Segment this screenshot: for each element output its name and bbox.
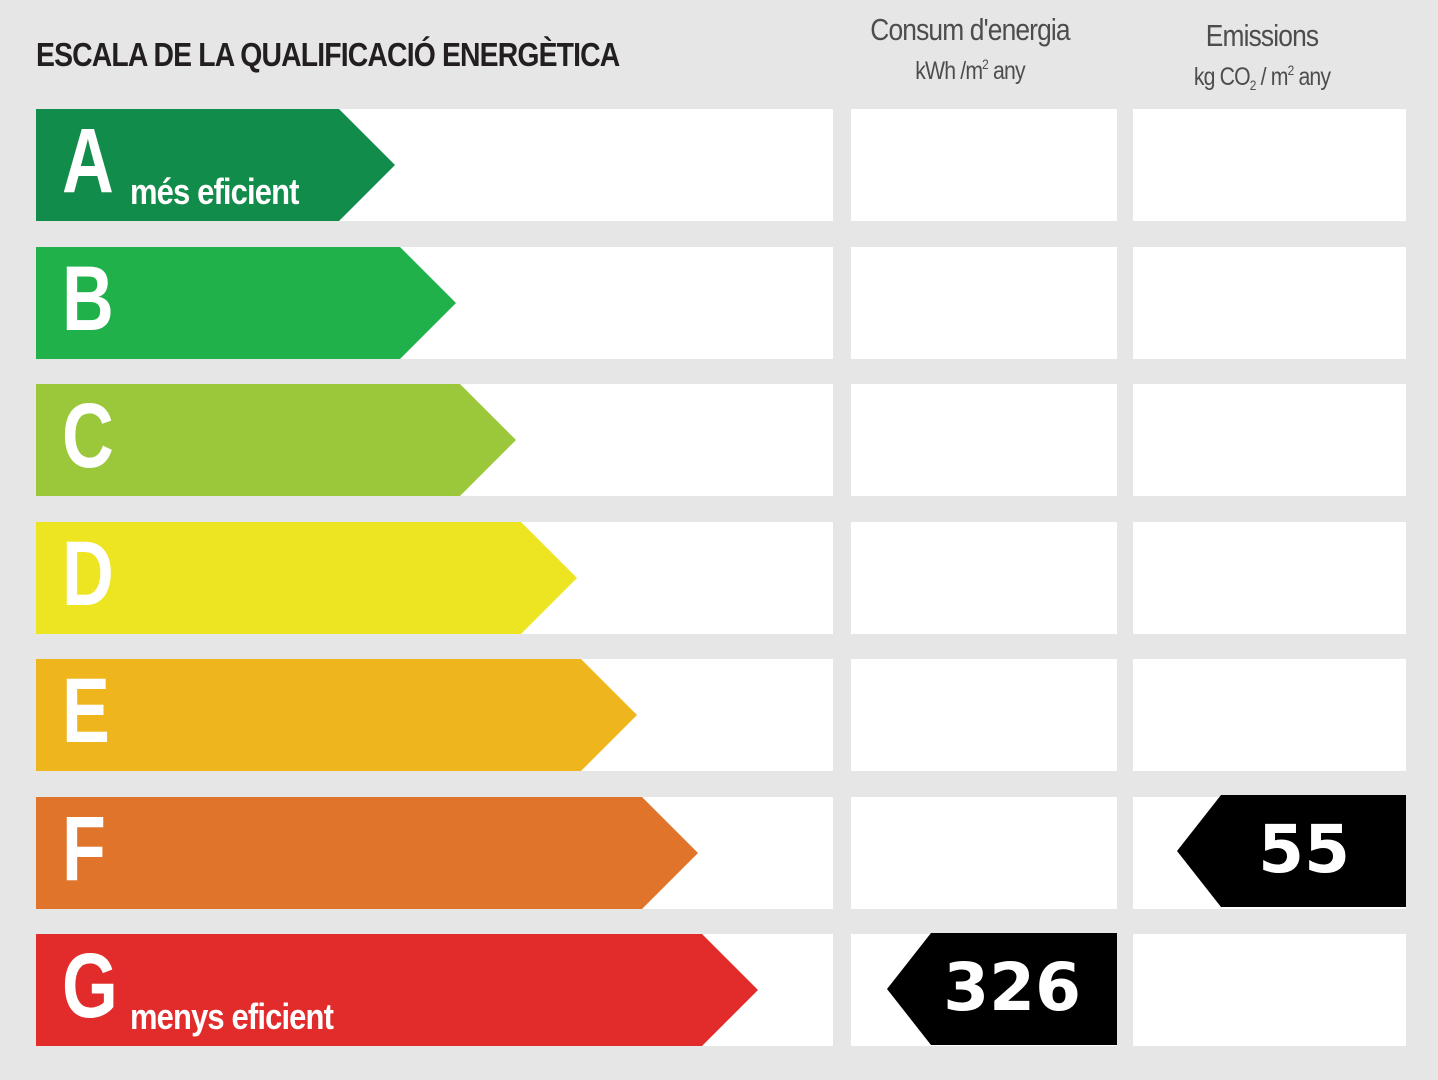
emissions-cell-b (1133, 247, 1406, 359)
emissions-cell-d (1133, 522, 1406, 634)
emissions-cell-a (1133, 109, 1406, 221)
rating-arrow-e: E (36, 659, 637, 771)
emissions-value-marker: 55 (1177, 795, 1406, 907)
rating-letter: E (62, 660, 110, 762)
consumption-cell-b (851, 247, 1117, 359)
page-title: ESCALA DE LA QUALIFICACIÓ ENERGÈTICA (36, 36, 620, 73)
emissions-cell-c (1133, 384, 1406, 496)
emissions-value: 55 (1258, 811, 1350, 888)
emissions-title: Emissions (1205, 18, 1319, 53)
consumption-header: Consum d'energia kWh /m2 any (850, 12, 1090, 86)
emissions-unit: kg CO2 / m2 any (1193, 62, 1331, 93)
consumption-cell-c (851, 384, 1117, 496)
rating-label: més eficient (130, 171, 299, 212)
emissions-cell-e (1133, 659, 1406, 771)
consumption-value-marker: 326 (887, 933, 1117, 1045)
rating-arrow-d: D (36, 522, 577, 634)
rating-letter: F (62, 798, 106, 900)
rating-arrow-b: B (36, 247, 456, 359)
consumption-unit: kWh /m2 any (915, 56, 1025, 85)
rating-arrow-c: C (36, 384, 516, 496)
consumption-cell-d (851, 522, 1117, 634)
emissions-cell-g (1133, 934, 1406, 1046)
rating-letter: B (62, 248, 114, 350)
rating-letter: C (62, 385, 114, 487)
consumption-value: 326 (943, 949, 1081, 1026)
consumption-cell-f (851, 797, 1117, 909)
rating-arrow-f: F (36, 797, 698, 909)
rating-letter: A (62, 110, 114, 212)
rating-letter: G (62, 935, 118, 1037)
consumption-cell-e (851, 659, 1117, 771)
rating-label: menys eficient (130, 996, 334, 1037)
consumption-title: Consum d'energia (870, 12, 1070, 47)
rating-letter: D (62, 523, 114, 625)
emissions-header: Emissions kg CO2 / m2 any (1132, 18, 1392, 93)
consumption-cell-a (851, 109, 1117, 221)
